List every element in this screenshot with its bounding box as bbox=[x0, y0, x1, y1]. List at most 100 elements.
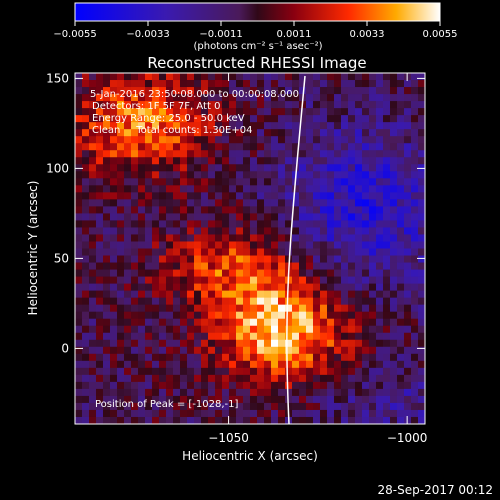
heatmap-cell bbox=[355, 220, 363, 228]
heatmap-cell bbox=[208, 262, 216, 270]
heatmap-cell bbox=[390, 101, 398, 109]
heatmap-cell bbox=[187, 164, 195, 172]
colorbar-tick-label: −0.0011 bbox=[199, 29, 242, 40]
heatmap-cell bbox=[201, 192, 209, 200]
heatmap-cell bbox=[110, 227, 118, 235]
heatmap-cell bbox=[75, 150, 83, 158]
heatmap-cell bbox=[180, 388, 188, 397]
heatmap-cell bbox=[131, 290, 139, 299]
heatmap-cell bbox=[180, 164, 188, 172]
heatmap-cell bbox=[362, 206, 370, 214]
heatmap-cell bbox=[397, 381, 405, 390]
heatmap-cell bbox=[89, 101, 97, 109]
heatmap-cell bbox=[355, 164, 363, 172]
heatmap-cell bbox=[236, 325, 244, 334]
annotation-detectors: Detectors: 1F 5F 7F, Att 0 bbox=[92, 101, 220, 112]
heatmap-cell bbox=[103, 101, 111, 109]
heatmap-cell bbox=[320, 171, 328, 179]
heatmap-cell bbox=[411, 101, 419, 109]
heatmap-cell bbox=[187, 332, 195, 341]
heatmap-cell bbox=[166, 150, 174, 158]
heatmap-cell bbox=[96, 115, 104, 123]
heatmap-cell bbox=[292, 157, 300, 165]
heatmap-cell bbox=[145, 185, 153, 193]
heatmap-cell bbox=[131, 164, 139, 172]
heatmap-cell bbox=[383, 374, 391, 383]
heatmap-cell bbox=[243, 395, 251, 404]
heatmap-cell bbox=[75, 283, 83, 292]
heatmap-cell bbox=[166, 290, 174, 299]
heatmap-cell bbox=[243, 171, 251, 179]
heatmap-cell bbox=[187, 157, 195, 165]
heatmap-cell bbox=[397, 353, 405, 362]
heatmap-cell bbox=[201, 241, 209, 249]
heatmap-cell bbox=[418, 171, 426, 179]
heatmap-cell bbox=[313, 234, 321, 242]
heatmap-cell bbox=[355, 157, 363, 165]
heatmap-cell bbox=[271, 73, 279, 81]
heatmap-cell bbox=[236, 122, 244, 130]
heatmap-cell bbox=[306, 416, 314, 425]
y-tick-label: 100 bbox=[46, 161, 69, 175]
heatmap-cell bbox=[131, 101, 139, 109]
heatmap-cell bbox=[145, 318, 153, 327]
heatmap-cell bbox=[152, 311, 160, 320]
heatmap-cell bbox=[376, 248, 384, 256]
heatmap-cell bbox=[243, 262, 251, 270]
heatmap-cell bbox=[201, 255, 209, 263]
heatmap-cell bbox=[369, 332, 377, 341]
heatmap-cell bbox=[89, 185, 97, 193]
heatmap-cell bbox=[397, 143, 405, 151]
heatmap-cell bbox=[320, 178, 328, 186]
heatmap-cell bbox=[271, 108, 279, 116]
heatmap-cell bbox=[96, 311, 104, 320]
heatmap-cell bbox=[404, 241, 412, 249]
heatmap-cell bbox=[299, 171, 307, 179]
heatmap-cell bbox=[89, 171, 97, 179]
heatmap-cell bbox=[180, 213, 188, 221]
heatmap-cell bbox=[138, 332, 146, 341]
heatmap-cell bbox=[159, 290, 167, 299]
heatmap-cell bbox=[124, 87, 132, 95]
colorbar-unit-label: (photons cm⁻² s⁻¹ asec⁻²) bbox=[193, 41, 322, 52]
heatmap-cell bbox=[96, 80, 104, 88]
heatmap-cell bbox=[341, 262, 349, 270]
heatmap-cell bbox=[383, 178, 391, 186]
heatmap-cell bbox=[383, 255, 391, 263]
y-tick-label: 0 bbox=[61, 341, 69, 355]
heatmap-cell bbox=[96, 241, 104, 249]
heatmap-cell bbox=[292, 129, 300, 137]
heatmap-cell bbox=[215, 297, 223, 306]
heatmap-cell bbox=[362, 388, 370, 397]
heatmap-cell bbox=[411, 402, 419, 411]
heatmap-cell bbox=[369, 192, 377, 200]
heatmap-cell bbox=[257, 353, 265, 362]
heatmap-cell bbox=[278, 290, 286, 299]
heatmap-cell bbox=[306, 276, 314, 284]
heatmap-cell bbox=[173, 269, 181, 277]
heatmap-cell bbox=[320, 115, 328, 123]
heatmap-cell bbox=[180, 185, 188, 193]
heatmap-cell bbox=[201, 409, 209, 418]
heatmap-cell bbox=[397, 290, 405, 299]
heatmap-cell bbox=[313, 136, 321, 144]
heatmap-cell bbox=[75, 402, 83, 411]
heatmap-cell bbox=[194, 227, 202, 235]
heatmap-cell bbox=[397, 185, 405, 193]
heatmap-cell bbox=[355, 192, 363, 200]
heatmap-cell bbox=[411, 332, 419, 341]
heatmap-cell bbox=[180, 150, 188, 158]
heatmap-cell bbox=[201, 101, 209, 109]
heatmap-cell bbox=[138, 136, 146, 144]
heatmap-cell bbox=[173, 353, 181, 362]
heatmap-cell bbox=[285, 87, 293, 95]
heatmap-cell bbox=[75, 199, 83, 207]
heatmap-cell bbox=[404, 199, 412, 207]
heatmap-cell bbox=[215, 122, 223, 130]
heatmap-cell bbox=[152, 283, 160, 292]
heatmap-cell bbox=[187, 248, 195, 256]
heatmap-cell bbox=[271, 192, 279, 200]
heatmap-cell bbox=[278, 402, 286, 411]
heatmap-cell bbox=[362, 101, 370, 109]
heatmap-cell bbox=[271, 122, 279, 130]
